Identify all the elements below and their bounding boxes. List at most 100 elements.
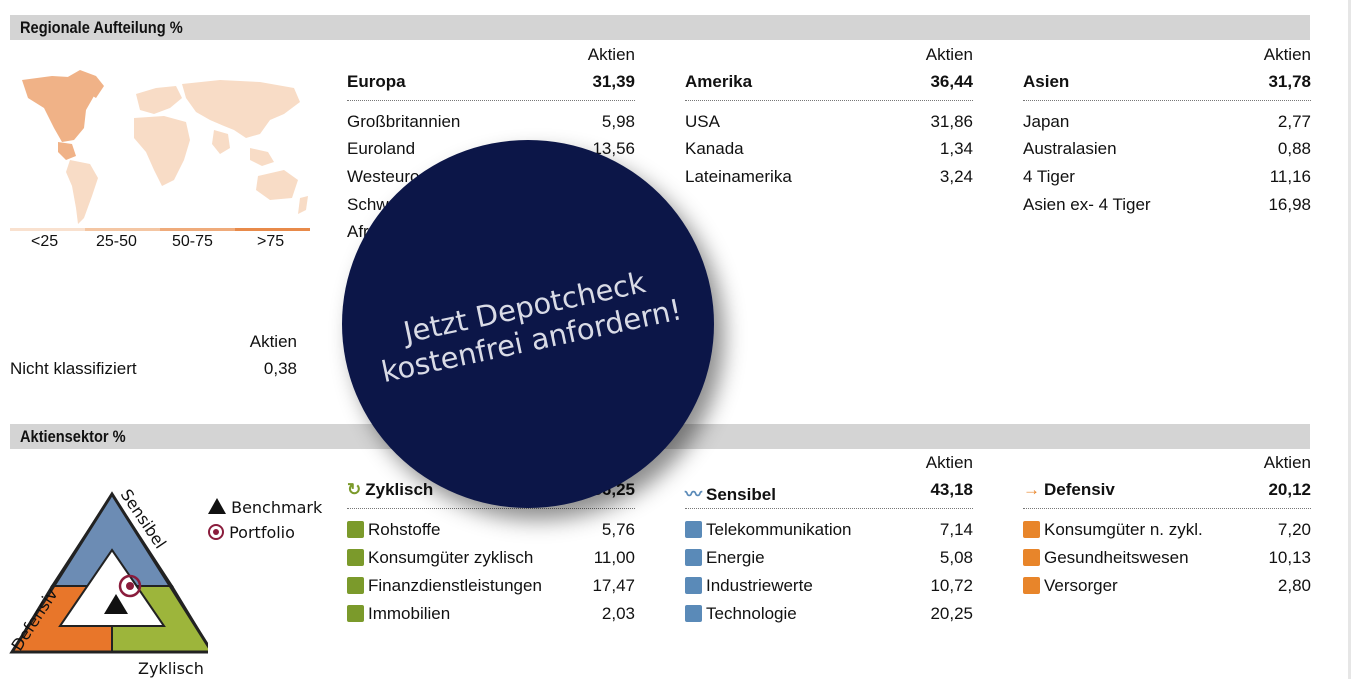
triangle-center [58, 548, 166, 627]
row-value: 0,88 [1277, 139, 1311, 158]
region-column-asien: Aktien Asien 31,78 Japan 2,77 Australasie… [1023, 45, 1311, 245]
row-label: Japan [1023, 112, 1070, 131]
row-value: 11,00 [593, 548, 635, 567]
sector-title: → Defensiv [1023, 480, 1115, 500]
list-item: Konsumgüter zyklisch 11,00 [347, 548, 635, 576]
page-right-border [1348, 0, 1351, 679]
row-label: Konsumgüter n. zykl. [1044, 520, 1203, 539]
divider [1023, 100, 1311, 101]
portfolio-marker-dot [126, 582, 134, 590]
region-column-europa: Aktien Europa 31,39 Großbritannien 5,98 E… [347, 45, 635, 245]
map-legend-gt75: >75 [257, 233, 285, 250]
list-item: Energie 5,08 [685, 548, 973, 576]
sensibel-icon: 〰 [685, 485, 702, 504]
map-legend-bar-50-75 [160, 228, 235, 231]
row-label-wrap: Konsumgüter zyklisch [347, 548, 533, 568]
row-value: 3,24 [939, 167, 973, 186]
benchmark-marker [104, 594, 128, 614]
list-item: Immobilien 2,03 [347, 604, 635, 632]
divider [1023, 508, 1311, 509]
rohstoffe-icon [347, 521, 364, 538]
row-label: Rohstoffe [368, 520, 441, 539]
list-item: Großbritannien 5,98 [347, 112, 635, 140]
monitor-icon [685, 605, 702, 622]
map-legend-bar-gt75 [235, 228, 310, 231]
list-item: Telekommunikation 7,14 [685, 520, 973, 548]
column-header: Aktien [925, 453, 973, 472]
row-label: Großbritannien [347, 112, 461, 131]
triangle-icon [208, 498, 226, 514]
map-north-america [22, 70, 104, 160]
triangle-legend: Benchmark Portfolio [208, 498, 322, 548]
row-label-wrap: Energie [685, 548, 765, 568]
style-triangle: Sensibel Defensiv Zyklisch [8, 486, 208, 678]
row-label: Energie [706, 548, 765, 567]
row-label: Versorger [1044, 576, 1118, 595]
portfolio-marker-ring [118, 574, 142, 598]
defensiv-icon: → [1023, 480, 1040, 499]
sector-column-defensiv: Aktien → Defensiv 20,12 Konsumgüter n. zy… [1023, 453, 1311, 633]
car-icon [347, 549, 364, 566]
list-item: USA 31,86 [685, 112, 973, 140]
map-oceania [256, 170, 308, 214]
row-label: Asien ex- 4 Tiger [1023, 195, 1151, 214]
triangle-label-zyklisch: Zyklisch [138, 659, 204, 678]
phone-icon [685, 521, 702, 538]
health-icon [1023, 549, 1040, 566]
row-label: Westeuro [347, 167, 420, 186]
triangle-outline [9, 491, 208, 654]
sector-section-title: Aktiensektor % [20, 427, 126, 446]
region-title: Europa [347, 72, 406, 91]
list-item: Industriewerte 10,72 [685, 576, 973, 604]
depotcheck-badge[interactable]: Jetzt Depotcheck kostenfrei anfordern! [342, 140, 714, 508]
row-value: 16,98 [1268, 195, 1311, 214]
row-value: 7,20 [1277, 520, 1311, 539]
row-value: 10,13 [1268, 548, 1311, 567]
list-item: Asien ex- 4 Tiger 16,98 [1023, 195, 1311, 223]
column-header: Aktien [925, 45, 973, 64]
divider [347, 508, 635, 509]
house-icon [347, 605, 364, 622]
sector-column-sensibel: Aktien 〰 Sensibel 43,18 Telekommunikation… [685, 453, 973, 633]
row-value: 5,98 [601, 112, 635, 131]
legend-portfolio: Portfolio [208, 523, 322, 548]
row-label-wrap: Versorger [1023, 576, 1118, 596]
list-item: Gesundheitswesen 10,13 [1023, 548, 1311, 576]
regional-section-title: Regionale Aufteilung % [20, 18, 183, 37]
divider [685, 100, 973, 101]
row-value: 11,16 [1269, 167, 1311, 186]
row-label-wrap: Rohstoffe [347, 520, 440, 540]
row-label: Kanada [685, 139, 744, 158]
column-header: Aktien [587, 45, 635, 64]
unclassified-label: Nicht klassifiziert [10, 359, 137, 378]
sector-title: ↻ Zyklisch [347, 480, 433, 500]
region-title: Amerika [685, 72, 753, 91]
row-value: 5,08 [939, 548, 973, 567]
list-item: Japan 2,77 [1023, 112, 1311, 140]
list-item: Australasien 0,88 [1023, 139, 1311, 167]
gear-icon [685, 577, 702, 594]
list-item: Konsumgüter n. zykl. 7,20 [1023, 520, 1311, 548]
row-value: 2,03 [601, 604, 635, 623]
row-label-wrap: Industriewerte [685, 576, 813, 596]
list-item: Lateinamerika 3,24 [685, 167, 973, 195]
map-legend-50-75: 50-75 [172, 233, 213, 250]
list-item: Nicht klassifiziert 0,38 [10, 359, 297, 387]
row-label-wrap: Telekommunikation [685, 520, 852, 540]
row-label: Euroland [347, 139, 416, 158]
divider [347, 100, 635, 101]
row-label: Telekommunikation [706, 520, 852, 539]
list-item: Kanada 1,34 [685, 139, 973, 167]
row-label-wrap: Gesundheitswesen [1023, 548, 1189, 568]
finance-icon [347, 577, 364, 594]
row-label: USA [685, 112, 720, 131]
map-asia [182, 80, 300, 166]
sector-name: Sensibel [706, 485, 776, 504]
row-value: 2,77 [1277, 112, 1311, 131]
list-item: Schw [347, 195, 635, 223]
row-value: 2,80 [1277, 576, 1311, 595]
zyklisch-icon: ↻ [347, 480, 362, 499]
region-title: Asien [1023, 72, 1070, 91]
region-value: 31,78 [1268, 72, 1311, 91]
